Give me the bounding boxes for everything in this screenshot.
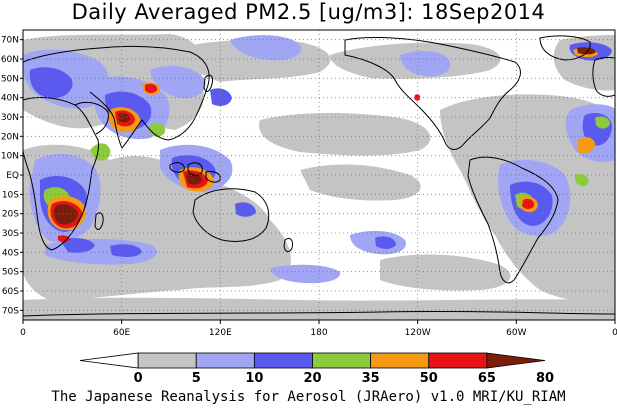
- lat-tick-label: 10S: [2, 190, 19, 200]
- colorbar-tick-label: 10: [245, 371, 263, 386]
- lat-axis-labels: 70N 60N 50N 40N 30N 20N 10N EQ 10S 20S 30S 40S 50S 60…: [1, 36, 23, 316]
- lat-tick-label: 60N: [1, 55, 19, 65]
- lon-axis-labels: 0 60E 120E 180 120W 60W 0: [20, 320, 617, 338]
- colorbar-tick-label: 20: [303, 371, 321, 386]
- lat-tick-label: EQ: [6, 171, 19, 181]
- colorbar-swatch: [79, 352, 139, 369]
- map-title: Daily Averaged PM2.5 [ug/m3]: 18Sep2014: [71, 0, 546, 24]
- lat-tick-label: 60S: [2, 287, 19, 297]
- colorbar-tick-label: 35: [362, 371, 380, 386]
- lat-tick-label: 50N: [1, 74, 19, 84]
- colorbar-swatch: [428, 352, 488, 369]
- colorbar-swatch: [312, 352, 372, 369]
- colorbar-tick-label: 65: [478, 371, 496, 386]
- lon-tick-label: 0: [612, 328, 617, 338]
- graticule: [23, 30, 615, 320]
- lat-tick-label: 10N: [1, 152, 19, 162]
- lon-tick-label: 120W: [405, 328, 431, 338]
- colorbar-tick-label: 0: [134, 371, 143, 386]
- lon-tick-label: 60W: [506, 328, 526, 338]
- lat-tick-label: 30N: [1, 113, 19, 123]
- credit-line: The Japanese Reanalysis for Aerosol (JRA…: [51, 389, 566, 405]
- lat-tick-label: 70N: [1, 36, 19, 46]
- coastlines: [23, 35, 615, 317]
- lon-tick-label: 0: [20, 328, 26, 338]
- colorbar-tick-label: 5: [192, 371, 201, 386]
- colorbar: 0 5 10 20 35 50 65 80: [79, 352, 554, 386]
- colorbar-tick-label: 50: [420, 371, 438, 386]
- lat-tick-label: 70S: [2, 306, 19, 316]
- lat-tick-label: 30S: [2, 229, 19, 239]
- lat-tick-label: 40N: [1, 94, 19, 104]
- colorbar-swatch: [253, 352, 313, 369]
- lon-tick-label: 120E: [209, 328, 232, 338]
- lat-tick-label: 20N: [1, 132, 19, 142]
- lat-tick-label: 20S: [2, 210, 19, 220]
- colorbar-swatch: [195, 352, 255, 369]
- lon-tick-label: 180: [310, 328, 327, 338]
- colorbar-tick-label: 80: [536, 371, 554, 386]
- lat-tick-label: 50S: [2, 268, 19, 278]
- lon-tick-label: 60E: [113, 328, 130, 338]
- colorbar-swatch: [370, 352, 430, 369]
- lat-tick-label: 40S: [2, 248, 19, 258]
- colorbar-swatch: [137, 352, 197, 369]
- colorbar-swatch: [486, 352, 546, 369]
